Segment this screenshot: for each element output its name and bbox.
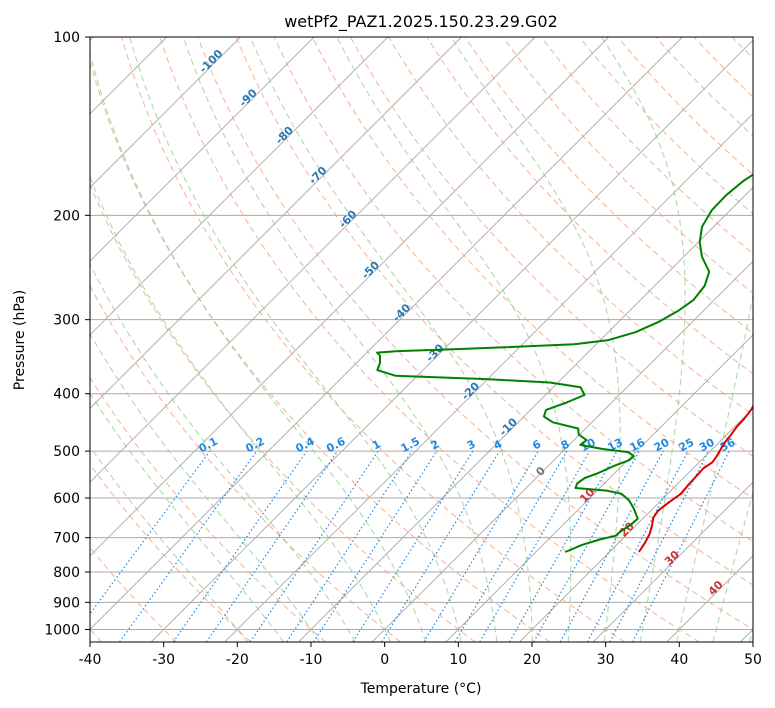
x-tick-label: 30 bbox=[597, 652, 615, 668]
dry-adiabat-line bbox=[617, 37, 753, 176]
x-axis-label: Temperature (°C) bbox=[360, 681, 482, 697]
y-tick-label: 200 bbox=[53, 208, 80, 224]
mixing-ratio-line bbox=[533, 450, 640, 642]
moist-adiabat-line bbox=[90, 445, 249, 642]
moist-adiabat-line bbox=[90, 392, 285, 642]
isotherm-line bbox=[90, 37, 389, 336]
x-tick-label: 40 bbox=[670, 652, 688, 668]
mixing-ratio-label: 10 bbox=[578, 436, 598, 455]
moist-adiabat-line bbox=[90, 262, 356, 642]
mixing-ratio-line bbox=[205, 450, 339, 642]
moist-adiabat-line bbox=[90, 51, 427, 642]
mixing-ratio-line bbox=[313, 450, 438, 642]
profile-series bbox=[376, 173, 753, 553]
dry-adiabat-line bbox=[388, 37, 753, 416]
y-tick-label: 600 bbox=[53, 491, 80, 507]
isotherm-line bbox=[150, 39, 753, 642]
mixing-ratio-label: 16 bbox=[628, 436, 648, 455]
mixing-ratio-label: 30 bbox=[697, 436, 717, 455]
y-axis-label: Pressure (hPa) bbox=[12, 290, 28, 390]
x-tick-label: 20 bbox=[523, 652, 541, 668]
y-tick-label: 100 bbox=[53, 30, 80, 46]
y-tick-label: 300 bbox=[53, 313, 80, 329]
mixing-ratio-line bbox=[172, 450, 308, 642]
dry-adiabat-line bbox=[579, 37, 753, 215]
y-tick-label: 500 bbox=[53, 444, 80, 460]
isotherm-line bbox=[592, 481, 753, 642]
y-tick-label: 1000 bbox=[44, 622, 80, 638]
dry-adiabat-line bbox=[235, 37, 753, 586]
mixing-ratio-line bbox=[352, 450, 474, 642]
temperature-profile-line bbox=[638, 404, 753, 553]
x-tick-label: 0 bbox=[380, 652, 389, 668]
axes: -40 -30 -20 -10 0 10 20 30 40 50 100 200 300 400 500 60… bbox=[44, 30, 762, 668]
moist-adiabat-line bbox=[712, 490, 753, 642]
moist-adiabat-line bbox=[600, 37, 686, 642]
dry-adiabat-line bbox=[502, 37, 753, 294]
mixing-ratio-label: 25 bbox=[677, 436, 697, 455]
isotherm-line bbox=[371, 260, 753, 642]
isotherm-line bbox=[224, 113, 753, 642]
dry-adiabat-line bbox=[159, 37, 700, 642]
isotherm-line bbox=[90, 37, 536, 483]
isotherm-line bbox=[90, 37, 462, 410]
isotherm-line bbox=[445, 334, 753, 642]
y-tick-label: 900 bbox=[53, 595, 80, 611]
mixing-ratio-line bbox=[423, 450, 539, 642]
dewpoint-profile-line bbox=[376, 173, 753, 553]
dry-adiabat-line bbox=[90, 60, 551, 642]
chart-title: wetPf2_PAZ1.2025.150.23.29.G02 bbox=[284, 12, 558, 32]
isotherm-line bbox=[90, 37, 241, 189]
moist-adiabat-line bbox=[129, 37, 462, 642]
dry-adiabat-line bbox=[197, 37, 753, 631]
dry-adiabat-line bbox=[350, 37, 753, 458]
x-tick-label: 10 bbox=[449, 652, 467, 668]
isotherm-line bbox=[90, 37, 315, 262]
isotherm-line bbox=[519, 407, 753, 642]
mixing-ratio-line bbox=[479, 450, 591, 642]
plot-frame bbox=[89, 36, 754, 643]
dry-adiabat-line bbox=[464, 37, 753, 334]
dry-adiabat-line bbox=[121, 37, 625, 642]
isotherm-line bbox=[90, 37, 610, 557]
mixing-ratio-line bbox=[559, 450, 664, 642]
background-lines bbox=[90, 37, 753, 642]
mixing-ratio-line bbox=[381, 450, 500, 642]
dry-adiabat-line bbox=[311, 37, 753, 500]
y-tick-label: 400 bbox=[53, 387, 80, 403]
moist-adiabat-line bbox=[90, 332, 320, 642]
x-tick-label: -40 bbox=[79, 652, 102, 668]
y-tick-label: 800 bbox=[53, 565, 80, 581]
moist-adiabat-line bbox=[676, 292, 753, 642]
dry-adiabat-line bbox=[90, 463, 252, 642]
moist-adiabat-line bbox=[336, 37, 572, 642]
x-tick-label: -10 bbox=[300, 652, 323, 668]
mixing-ratio-label: 36 bbox=[718, 435, 738, 454]
x-tick-label: -20 bbox=[226, 652, 249, 668]
y-tick-label: 700 bbox=[53, 531, 80, 547]
x-tick-label: 50 bbox=[744, 652, 762, 668]
mixing-ratio-line bbox=[454, 450, 568, 642]
moist-adiabat-line bbox=[90, 175, 392, 642]
mixing-ratio-line bbox=[509, 450, 618, 642]
mixing-ratio-label: 20 bbox=[652, 436, 672, 455]
moist-adiabat-line bbox=[249, 37, 533, 642]
isotherm-line bbox=[90, 37, 683, 631]
moist-adiabat-line bbox=[182, 37, 498, 642]
x-tick-label: -30 bbox=[152, 652, 175, 668]
